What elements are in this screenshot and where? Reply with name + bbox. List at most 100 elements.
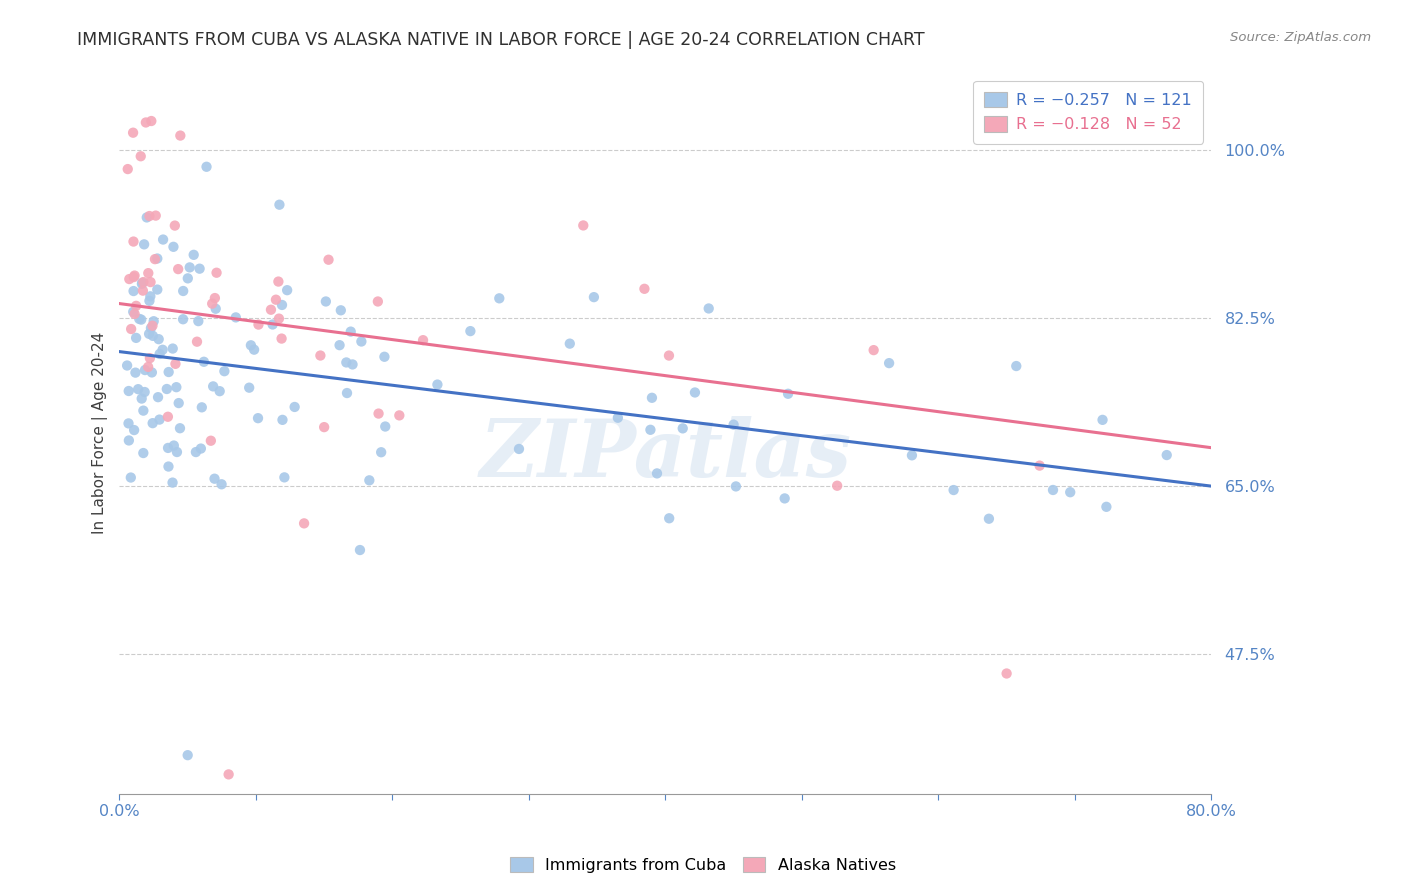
Point bbox=[1042, 483, 1064, 497]
Point bbox=[200, 434, 222, 448]
Point bbox=[167, 262, 190, 277]
Point bbox=[205, 266, 228, 280]
Point bbox=[336, 386, 359, 401]
Point bbox=[1005, 359, 1028, 373]
Point bbox=[172, 312, 194, 326]
Point bbox=[125, 299, 148, 313]
Point bbox=[572, 219, 595, 233]
Point bbox=[426, 377, 449, 392]
Point bbox=[179, 260, 201, 275]
Point bbox=[118, 272, 141, 286]
Point bbox=[582, 290, 605, 304]
Point bbox=[146, 390, 169, 404]
Point bbox=[141, 318, 163, 333]
Point bbox=[267, 275, 290, 289]
Point bbox=[122, 235, 145, 249]
Point bbox=[134, 237, 156, 252]
Point bbox=[1059, 485, 1081, 500]
Point bbox=[152, 343, 174, 357]
Point bbox=[641, 391, 664, 405]
Text: ZIPatlas: ZIPatlas bbox=[479, 417, 852, 493]
Point bbox=[633, 282, 655, 296]
Point bbox=[152, 233, 174, 247]
Legend: Immigrants from Cuba, Alaska Natives: Immigrants from Cuba, Alaska Natives bbox=[503, 851, 903, 880]
Point bbox=[139, 321, 162, 335]
Point bbox=[118, 384, 141, 398]
Point bbox=[132, 403, 155, 417]
Point bbox=[1028, 458, 1050, 473]
Point bbox=[122, 284, 145, 298]
Point bbox=[773, 491, 796, 506]
Point bbox=[211, 477, 233, 491]
Point bbox=[129, 149, 152, 163]
Point bbox=[165, 380, 187, 394]
Point bbox=[122, 270, 145, 285]
Point bbox=[141, 114, 163, 128]
Point bbox=[122, 126, 145, 140]
Point bbox=[187, 314, 209, 328]
Point bbox=[190, 442, 212, 456]
Point bbox=[131, 277, 153, 291]
Point bbox=[204, 291, 226, 305]
Point bbox=[339, 325, 361, 339]
Point bbox=[350, 334, 373, 349]
Point bbox=[162, 475, 184, 490]
Point bbox=[139, 289, 162, 303]
Point bbox=[145, 209, 167, 223]
Point bbox=[225, 310, 247, 325]
Point bbox=[146, 252, 169, 266]
Point bbox=[166, 445, 188, 459]
Point bbox=[367, 294, 389, 309]
Point bbox=[117, 162, 139, 177]
Point bbox=[136, 266, 159, 280]
Point bbox=[218, 767, 240, 781]
Point bbox=[118, 434, 141, 448]
Point bbox=[658, 511, 681, 525]
Point bbox=[124, 268, 146, 283]
Point bbox=[122, 423, 145, 437]
Text: Source: ZipAtlas.com: Source: ZipAtlas.com bbox=[1230, 31, 1371, 45]
Point bbox=[309, 349, 332, 363]
Point bbox=[136, 359, 159, 374]
Point bbox=[204, 472, 226, 486]
Point bbox=[776, 386, 799, 401]
Point bbox=[177, 271, 200, 285]
Point bbox=[157, 441, 180, 455]
Point bbox=[329, 303, 352, 318]
Point bbox=[359, 473, 381, 487]
Point bbox=[142, 416, 165, 430]
Point bbox=[373, 350, 395, 364]
Point bbox=[191, 401, 214, 415]
Point bbox=[239, 338, 262, 352]
Point bbox=[270, 332, 292, 346]
Point bbox=[606, 410, 628, 425]
Point bbox=[264, 293, 287, 307]
Point bbox=[942, 483, 965, 497]
Point bbox=[697, 301, 720, 316]
Point bbox=[120, 322, 142, 336]
Point bbox=[156, 409, 179, 424]
Point bbox=[672, 421, 695, 435]
Point bbox=[276, 283, 298, 297]
Point bbox=[349, 543, 371, 558]
Point bbox=[188, 261, 211, 276]
Point bbox=[115, 359, 138, 373]
Point bbox=[269, 197, 291, 211]
Point bbox=[877, 356, 900, 370]
Point bbox=[825, 479, 848, 493]
Point bbox=[167, 396, 190, 410]
Point bbox=[335, 355, 357, 369]
Point bbox=[148, 412, 170, 426]
Point bbox=[132, 446, 155, 460]
Point bbox=[508, 442, 530, 456]
Point bbox=[342, 358, 364, 372]
Point bbox=[238, 381, 260, 395]
Point bbox=[271, 298, 294, 312]
Y-axis label: In Labor Force | Age 20-24: In Labor Force | Age 20-24 bbox=[93, 332, 108, 534]
Point bbox=[1095, 500, 1118, 514]
Point bbox=[208, 384, 231, 399]
Point bbox=[724, 479, 747, 493]
Point bbox=[148, 332, 170, 346]
Point bbox=[163, 219, 186, 233]
Point bbox=[142, 329, 165, 343]
